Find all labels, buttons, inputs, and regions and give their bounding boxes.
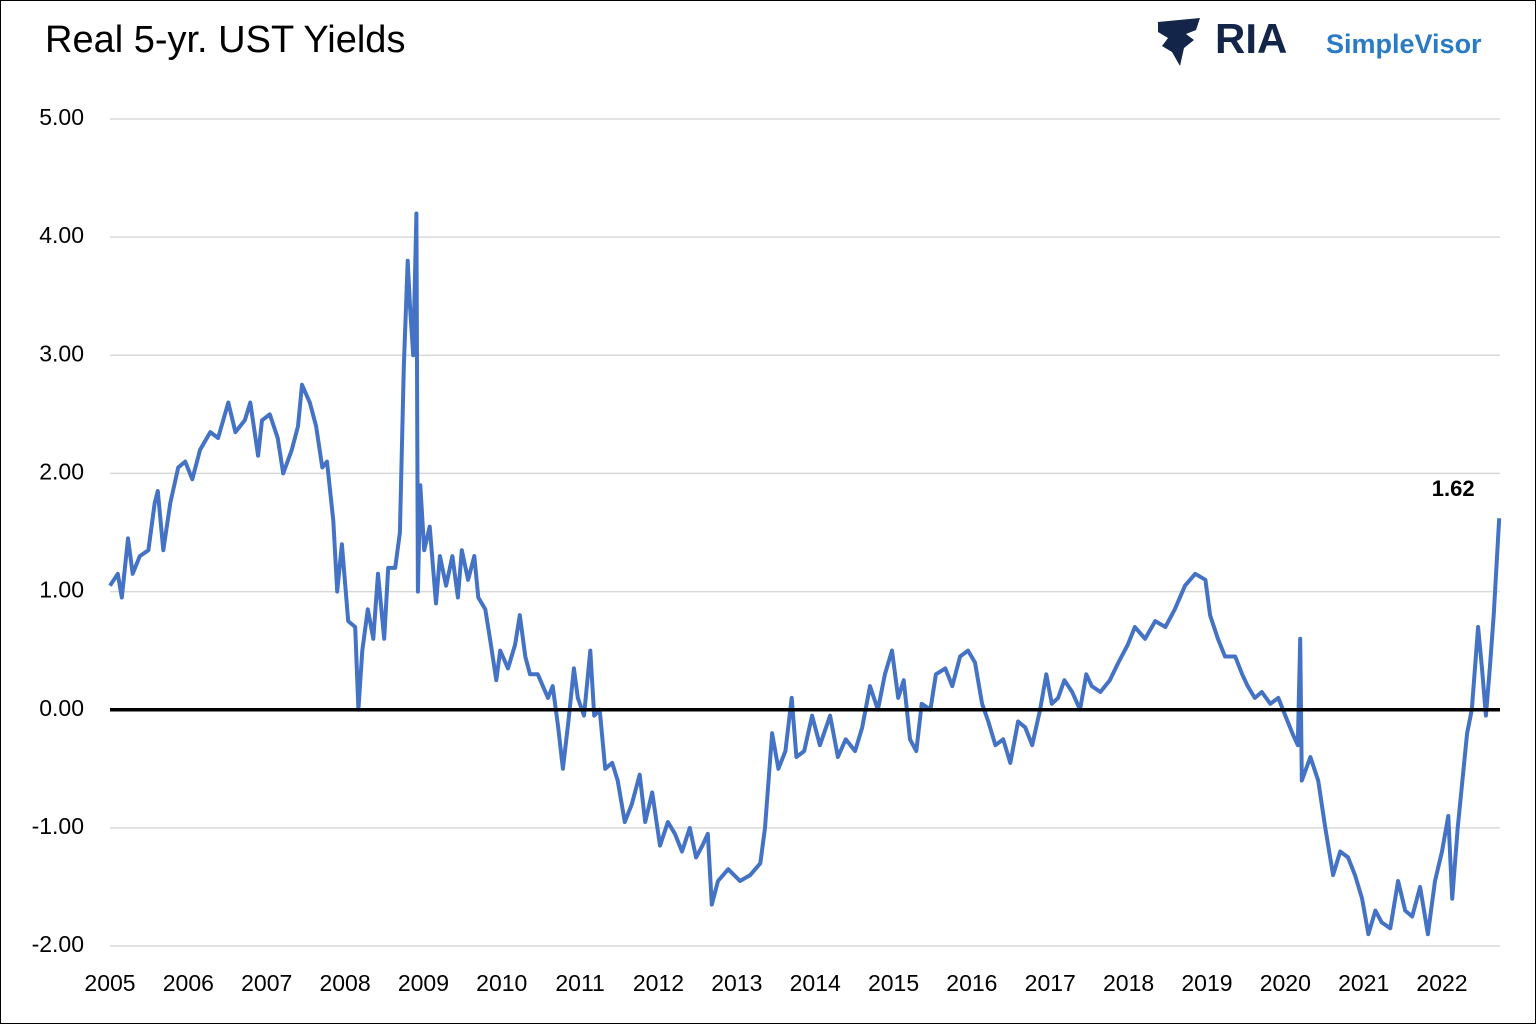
- x-tick-label: 2021: [1338, 970, 1389, 996]
- y-tick-label: 4.00: [39, 222, 84, 248]
- x-tick-label: 2007: [241, 970, 292, 996]
- annotation: 1.62: [1432, 476, 1475, 501]
- y-tick-label: 1.00: [39, 577, 84, 603]
- x-tick-label: 2011: [555, 970, 604, 996]
- x-tick-label: 2020: [1260, 970, 1311, 996]
- logo-brand: RIA: [1215, 15, 1287, 62]
- y-tick-label: 0.00: [39, 695, 84, 721]
- x-tick-label: 2015: [868, 970, 919, 996]
- x-tick-label: 2017: [1025, 970, 1076, 996]
- x-tick-label: 2013: [711, 970, 762, 996]
- x-tick-label: 2022: [1416, 970, 1467, 996]
- x-tick-label: 2014: [790, 970, 841, 996]
- y-tick-label: -2.00: [32, 931, 84, 957]
- x-tick-label: 2016: [946, 970, 997, 996]
- y-tick-label: 2.00: [39, 459, 84, 485]
- logo-icon: [1158, 18, 1200, 66]
- x-tick-label: 2006: [163, 970, 214, 996]
- chart-title: Real 5-yr. UST Yields: [45, 19, 405, 61]
- x-tick-label: 2019: [1181, 970, 1232, 996]
- x-tick-label: 2018: [1103, 970, 1154, 996]
- y-tick-label: 5.00: [39, 104, 84, 130]
- x-tick-label: 2008: [319, 970, 370, 996]
- x-tick-label: 2005: [84, 970, 135, 996]
- x-tick-label: 2010: [476, 970, 527, 996]
- x-tick-label: 2012: [633, 970, 684, 996]
- logo: RIA SimpleVisor: [1158, 15, 1482, 66]
- y-tick-label: 3.00: [39, 340, 84, 366]
- x-tick-label: 2009: [398, 970, 449, 996]
- y-tick-label: -1.00: [32, 813, 84, 839]
- logo-product: SimpleVisor: [1326, 29, 1482, 59]
